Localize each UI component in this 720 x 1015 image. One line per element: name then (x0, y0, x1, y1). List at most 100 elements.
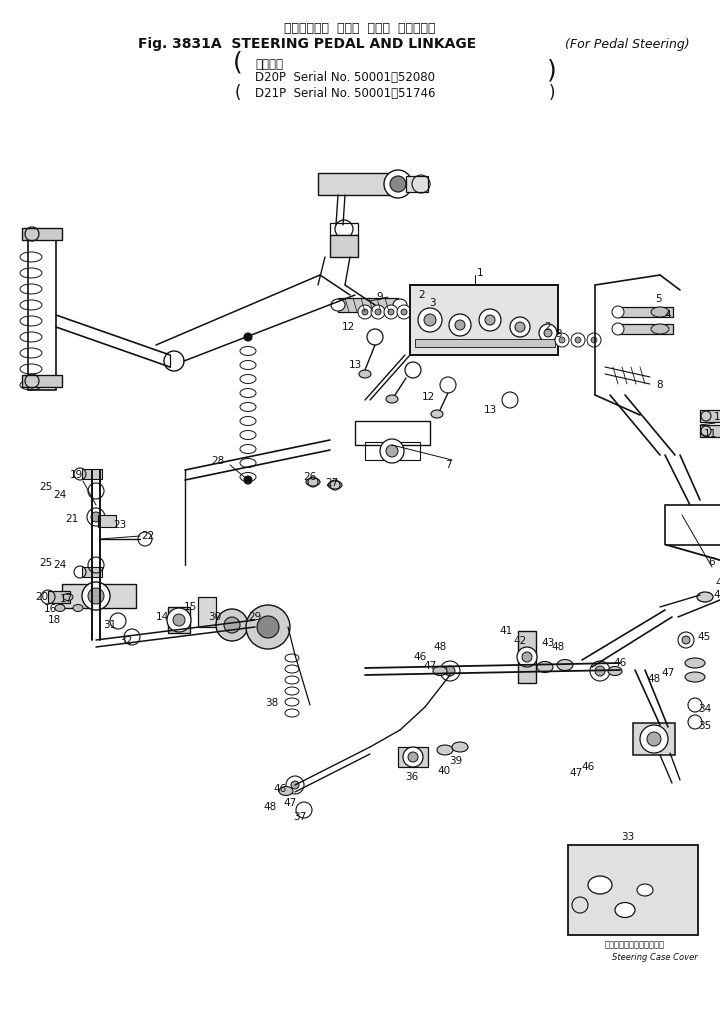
Text: 16: 16 (43, 604, 57, 614)
FancyBboxPatch shape (198, 597, 216, 627)
Text: 適用号機: 適用号機 (255, 58, 283, 70)
FancyBboxPatch shape (398, 747, 428, 767)
Ellipse shape (73, 605, 83, 611)
Text: 25: 25 (40, 482, 53, 492)
Ellipse shape (615, 902, 635, 918)
Circle shape (440, 661, 460, 681)
Circle shape (244, 476, 252, 484)
Circle shape (291, 781, 299, 789)
Text: 11: 11 (703, 429, 716, 439)
FancyBboxPatch shape (318, 173, 398, 195)
Text: 40: 40 (438, 766, 451, 776)
Text: 3: 3 (428, 298, 436, 308)
Text: 37: 37 (293, 812, 307, 822)
Circle shape (678, 632, 694, 648)
Ellipse shape (685, 672, 705, 682)
Text: 46: 46 (413, 652, 427, 662)
Ellipse shape (55, 605, 65, 611)
Text: 36: 36 (405, 772, 418, 782)
Text: 46: 46 (274, 784, 287, 794)
Text: 44: 44 (714, 590, 720, 600)
Circle shape (682, 636, 690, 644)
Circle shape (479, 309, 501, 331)
Text: 6: 6 (708, 557, 715, 567)
FancyBboxPatch shape (518, 631, 536, 683)
Ellipse shape (651, 307, 669, 317)
Circle shape (286, 776, 304, 794)
Text: 48: 48 (264, 802, 276, 812)
Circle shape (445, 666, 455, 676)
Text: 47: 47 (423, 661, 436, 671)
Text: 47: 47 (570, 768, 582, 779)
Text: 32: 32 (120, 636, 132, 646)
Circle shape (358, 304, 372, 319)
Circle shape (539, 324, 557, 342)
Text: D20P  Serial No. 50001～52080: D20P Serial No. 50001～52080 (255, 70, 435, 83)
Ellipse shape (331, 299, 345, 311)
Circle shape (173, 614, 185, 626)
Circle shape (397, 304, 411, 319)
Circle shape (257, 616, 279, 638)
Text: 12: 12 (341, 322, 355, 332)
Ellipse shape (651, 324, 669, 334)
Circle shape (244, 333, 252, 341)
Circle shape (612, 323, 624, 335)
FancyBboxPatch shape (22, 228, 62, 240)
Text: 39: 39 (449, 756, 463, 766)
FancyBboxPatch shape (700, 425, 720, 437)
Circle shape (216, 609, 248, 641)
Circle shape (384, 170, 412, 198)
Circle shape (88, 588, 104, 604)
Text: 13: 13 (348, 360, 361, 370)
Circle shape (401, 309, 407, 315)
Text: 22: 22 (141, 531, 155, 541)
Circle shape (559, 337, 565, 343)
FancyBboxPatch shape (618, 324, 673, 334)
Text: D21P  Serial No. 50001～51746: D21P Serial No. 50001～51746 (255, 86, 436, 99)
Text: 8: 8 (657, 380, 663, 390)
Text: 7: 7 (445, 460, 451, 470)
Circle shape (515, 322, 525, 332)
FancyBboxPatch shape (633, 723, 675, 755)
Ellipse shape (452, 742, 468, 752)
Text: ステアリング  ペダル  および  リンケージ: ステアリング ペダル および リンケージ (284, 21, 436, 35)
Text: (: ( (235, 84, 241, 102)
Text: ステアリングケースカバー: ステアリングケースカバー (605, 941, 665, 949)
Text: 49: 49 (716, 578, 720, 588)
Ellipse shape (393, 299, 407, 311)
FancyBboxPatch shape (98, 515, 116, 527)
Ellipse shape (588, 876, 612, 894)
Text: 19: 19 (69, 470, 83, 480)
Ellipse shape (537, 662, 553, 673)
Text: 14: 14 (156, 612, 168, 622)
Circle shape (590, 661, 610, 681)
Ellipse shape (557, 660, 573, 671)
Text: 30: 30 (208, 612, 222, 622)
Ellipse shape (386, 395, 398, 403)
Circle shape (82, 582, 110, 610)
Circle shape (408, 752, 418, 762)
Circle shape (246, 605, 290, 649)
Circle shape (91, 512, 101, 522)
Text: (: ( (233, 50, 243, 74)
Ellipse shape (359, 370, 371, 378)
Text: 34: 34 (698, 704, 711, 714)
FancyBboxPatch shape (700, 410, 720, 422)
Text: 48: 48 (647, 674, 661, 684)
FancyBboxPatch shape (406, 176, 428, 192)
Circle shape (375, 309, 381, 315)
Circle shape (386, 445, 398, 457)
FancyBboxPatch shape (82, 469, 102, 479)
Circle shape (575, 337, 581, 343)
Text: 35: 35 (698, 721, 711, 731)
Circle shape (455, 320, 465, 330)
Text: 15: 15 (184, 602, 197, 612)
Text: 12: 12 (421, 392, 435, 402)
Text: 43: 43 (541, 638, 554, 648)
Text: 10: 10 (714, 412, 720, 422)
FancyBboxPatch shape (48, 591, 70, 603)
Circle shape (390, 176, 406, 192)
Circle shape (640, 725, 668, 753)
Text: 38: 38 (266, 698, 279, 708)
Text: 23: 23 (113, 520, 127, 530)
